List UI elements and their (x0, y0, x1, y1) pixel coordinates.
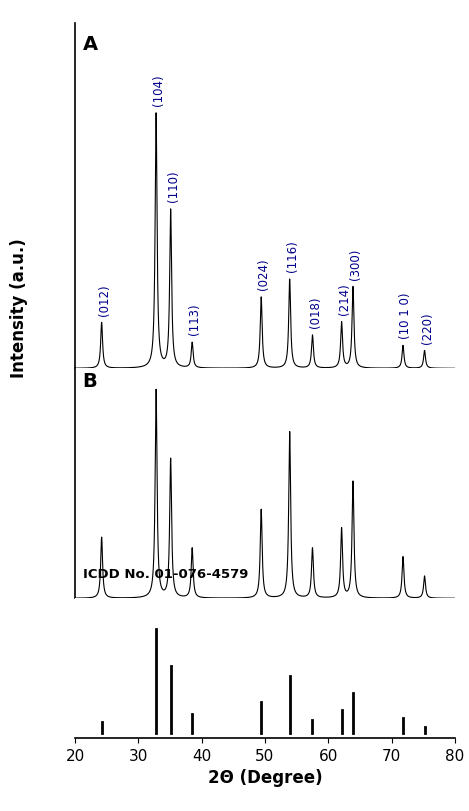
Text: (012): (012) (98, 284, 111, 315)
Text: (220): (220) (421, 311, 433, 343)
Text: (116): (116) (286, 240, 299, 272)
X-axis label: 2Θ (Degree): 2Θ (Degree) (208, 768, 322, 786)
Text: (10 1 0): (10 1 0) (399, 292, 412, 338)
Text: ICDD No. 01-076-4579: ICDD No. 01-076-4579 (83, 567, 248, 580)
Text: (110): (110) (166, 170, 180, 202)
Text: B: B (83, 371, 98, 390)
Text: (018): (018) (309, 296, 322, 328)
Text: (214): (214) (338, 283, 351, 315)
Text: (024): (024) (257, 258, 270, 290)
Text: A: A (83, 35, 98, 54)
Text: Intensity (a.u.): Intensity (a.u.) (10, 238, 28, 378)
Text: (104): (104) (152, 75, 165, 106)
Text: (113): (113) (188, 303, 201, 335)
Text: (300): (300) (349, 248, 362, 279)
